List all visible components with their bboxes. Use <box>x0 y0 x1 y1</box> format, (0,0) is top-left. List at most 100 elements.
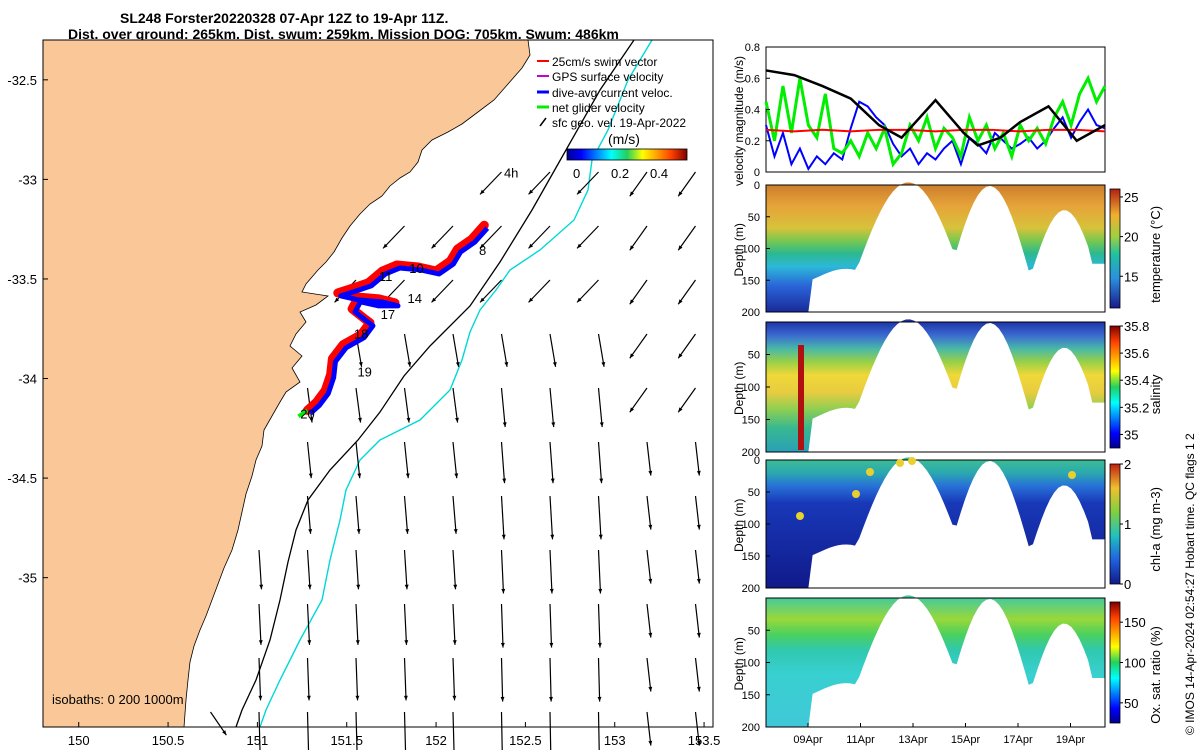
date-ticks: 09Apr 11Apr 13Apr 15Apr 17Apr 19Apr <box>793 723 1086 746</box>
velocity-arrow <box>694 603 701 638</box>
section-temperature-section: 0 50 100 150 200 Depth (m) 15 20 25 temperature (… <box>732 180 1163 319</box>
map-ytick: -32.5 <box>7 73 37 88</box>
velocity-arrow <box>597 333 606 367</box>
section-ytick: 200 <box>742 722 760 734</box>
velocity-arrow <box>500 711 503 750</box>
track-day-label: 17 <box>381 307 395 322</box>
map-xtick: 151 <box>247 733 269 748</box>
section-ytick: 150 <box>742 415 760 427</box>
velocity-arrow <box>431 279 454 303</box>
velocity-arrow <box>306 711 310 750</box>
chla-high-point <box>796 512 804 520</box>
velocity-arrow <box>528 171 551 195</box>
velocity-line-net-glider <box>764 74 1107 168</box>
velocity-arrow <box>479 171 502 195</box>
velocity-arrow <box>500 387 507 428</box>
velocity-arrow <box>403 711 407 750</box>
colorbar-tick: 15 <box>1124 269 1138 284</box>
chla-high-point <box>908 457 916 465</box>
colorbar-tick: 100 <box>1124 656 1146 671</box>
velocity-arrow <box>452 441 459 479</box>
track-day-labels: 4h 8 10 11 14 17 18 19 20 <box>300 165 518 421</box>
section-field <box>766 457 1105 588</box>
section-field <box>766 595 1105 727</box>
map-ytick: -33 <box>18 172 37 187</box>
velocity-arrow <box>694 495 701 530</box>
velocity-arrow <box>306 495 313 534</box>
velocity-arrow <box>479 279 502 303</box>
surface-velocity-arrows <box>210 171 701 750</box>
velocity-arrow <box>452 603 457 645</box>
map-xtick: 151.5 <box>330 733 363 748</box>
velocity-ytick: 0.4 <box>745 105 760 117</box>
section-ytick: 0 <box>754 455 760 467</box>
velocity-arrow <box>646 495 653 530</box>
map-xtick: 150 <box>68 733 90 748</box>
velocity-arrow <box>549 441 555 484</box>
section-ytick: 100 <box>742 519 760 531</box>
track-day-label: 18 <box>354 327 368 342</box>
velocity-arrow <box>355 549 361 590</box>
colorbar-label: chl-a (mg m-3) <box>1148 487 1163 572</box>
date-tick: 09Apr <box>793 734 823 746</box>
colorbar-tick: 35.6 <box>1124 346 1149 361</box>
map-ytick: -34.5 <box>7 471 37 486</box>
section-ylabel: Depth (m) <box>732 499 746 552</box>
credit-text: © IMOS 14-Apr-2024 02:54:27 Hobart time.… <box>1183 433 1197 735</box>
velocity-arrow <box>576 279 599 303</box>
velocity-ytick: 0.8 <box>745 42 760 54</box>
colorbar-tick: 0 <box>1124 577 1131 592</box>
legend-dive: dive-avg current veloc. <box>552 86 673 100</box>
colorbar-tick: 35.4 <box>1124 373 1149 388</box>
velocity-arrow <box>403 495 410 534</box>
colorbar-tick: 2 <box>1124 457 1131 472</box>
velocity-arrow <box>597 603 602 648</box>
track-day-label: 4h <box>504 165 518 180</box>
velocity-arrow <box>500 603 505 648</box>
velocity-arrow <box>355 495 361 534</box>
colorbar-tick: 1 <box>1124 517 1131 532</box>
colorbar-tick-1: 0.2 <box>611 166 629 181</box>
velocity-ylabel: velocity magnitude (m/s) <box>732 56 746 186</box>
track-day-label: 11 <box>379 269 393 284</box>
velocity-arrow <box>597 711 600 750</box>
section-ytick: 50 <box>748 625 760 637</box>
velocity-arrow <box>597 441 604 484</box>
velocity-arrow <box>629 171 648 197</box>
isobath-200m <box>235 39 635 728</box>
date-tick: 15Apr <box>951 734 981 746</box>
section-field <box>766 319 1105 452</box>
velocity-arrow <box>403 333 412 367</box>
date-tick: 13Apr <box>898 734 928 746</box>
colorbar-unit: (m/s) <box>608 131 640 147</box>
velocity-arrow <box>694 657 701 692</box>
velocity-arrow <box>306 441 313 479</box>
velocity-arrow <box>306 603 312 645</box>
velocity-arrow <box>646 603 653 638</box>
velocity-arrow <box>549 495 555 540</box>
colorbar-tick: 35.2 <box>1124 400 1149 415</box>
velocity-arrow <box>549 603 554 648</box>
chla-high-point <box>896 459 904 467</box>
velocity-arrow <box>549 711 552 750</box>
velocity-arrow <box>452 657 457 701</box>
velocity-arrow <box>629 225 648 251</box>
map-ytick: -34 <box>18 372 37 387</box>
velocity-arrow <box>646 549 653 584</box>
velocity-arrow <box>210 711 227 736</box>
velocity-line-sfc-geo <box>765 69 1106 147</box>
velocity-arrow <box>646 657 653 692</box>
velocity-arrow <box>629 279 648 305</box>
velocity-arrow <box>597 549 603 594</box>
isobaths-label: isobaths: 0 200 1000m <box>52 692 184 707</box>
colorbar-tick-2: 0.4 <box>650 166 668 181</box>
legend-swim: 25cm/s swim vector <box>552 55 657 69</box>
section-ylabel: Depth (m) <box>732 362 746 415</box>
velocity-arrow <box>258 711 261 750</box>
velocity-arrow <box>452 333 460 367</box>
colorbar-tick: 20 <box>1124 230 1138 245</box>
velocity-arrow <box>646 711 653 746</box>
velocity-arrow <box>677 171 696 197</box>
section-ytick: 200 <box>742 447 760 459</box>
